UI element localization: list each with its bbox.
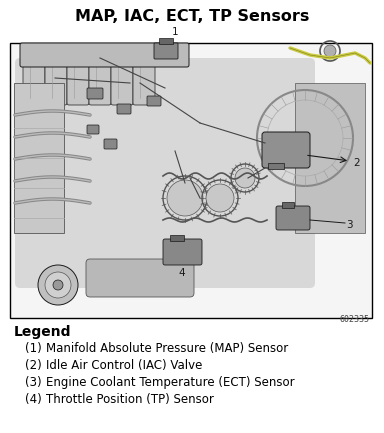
Text: Legend: Legend <box>14 325 71 339</box>
FancyBboxPatch shape <box>20 43 189 67</box>
Circle shape <box>235 168 255 188</box>
FancyBboxPatch shape <box>87 88 103 99</box>
Bar <box>159 38 173 44</box>
FancyBboxPatch shape <box>133 51 155 105</box>
Bar <box>268 163 284 169</box>
Text: MAP, IAC, ECT, TP Sensors: MAP, IAC, ECT, TP Sensors <box>75 9 309 24</box>
Circle shape <box>324 45 336 57</box>
Text: (1): (1) <box>25 342 42 355</box>
Text: 1: 1 <box>172 27 178 37</box>
FancyBboxPatch shape <box>23 51 45 105</box>
FancyBboxPatch shape <box>89 51 111 105</box>
Text: Manifold Absolute Pressure (MAP) Sensor: Manifold Absolute Pressure (MAP) Sensor <box>46 342 288 355</box>
FancyBboxPatch shape <box>276 206 310 230</box>
Circle shape <box>167 180 203 216</box>
Circle shape <box>38 265 78 305</box>
Text: 602335: 602335 <box>340 315 370 324</box>
FancyBboxPatch shape <box>117 104 131 114</box>
Text: Throttle Position (TP) Sensor: Throttle Position (TP) Sensor <box>46 393 214 406</box>
FancyBboxPatch shape <box>111 51 133 105</box>
FancyBboxPatch shape <box>154 43 178 59</box>
Bar <box>295 83 365 233</box>
FancyBboxPatch shape <box>147 96 161 106</box>
Text: (4): (4) <box>25 393 42 406</box>
Text: Engine Coolant Temperature (ECT) Sensor: Engine Coolant Temperature (ECT) Sensor <box>46 376 295 389</box>
Bar <box>14 83 64 233</box>
Text: 3: 3 <box>346 220 353 230</box>
Text: (2): (2) <box>25 359 42 372</box>
FancyBboxPatch shape <box>104 139 117 149</box>
Circle shape <box>53 280 63 290</box>
Bar <box>170 235 184 241</box>
Text: 4: 4 <box>179 268 185 278</box>
FancyBboxPatch shape <box>15 58 315 288</box>
FancyBboxPatch shape <box>45 51 67 105</box>
Text: (3): (3) <box>25 376 42 389</box>
Text: Idle Air Control (IAC) Valve: Idle Air Control (IAC) Valve <box>46 359 202 372</box>
Circle shape <box>206 184 234 212</box>
Text: 2: 2 <box>353 158 360 168</box>
Bar <box>10 43 372 318</box>
FancyBboxPatch shape <box>163 239 202 265</box>
FancyBboxPatch shape <box>87 125 99 134</box>
FancyBboxPatch shape <box>67 51 89 105</box>
FancyBboxPatch shape <box>86 259 194 297</box>
Circle shape <box>45 272 71 298</box>
Bar <box>282 202 294 208</box>
FancyBboxPatch shape <box>262 132 310 168</box>
